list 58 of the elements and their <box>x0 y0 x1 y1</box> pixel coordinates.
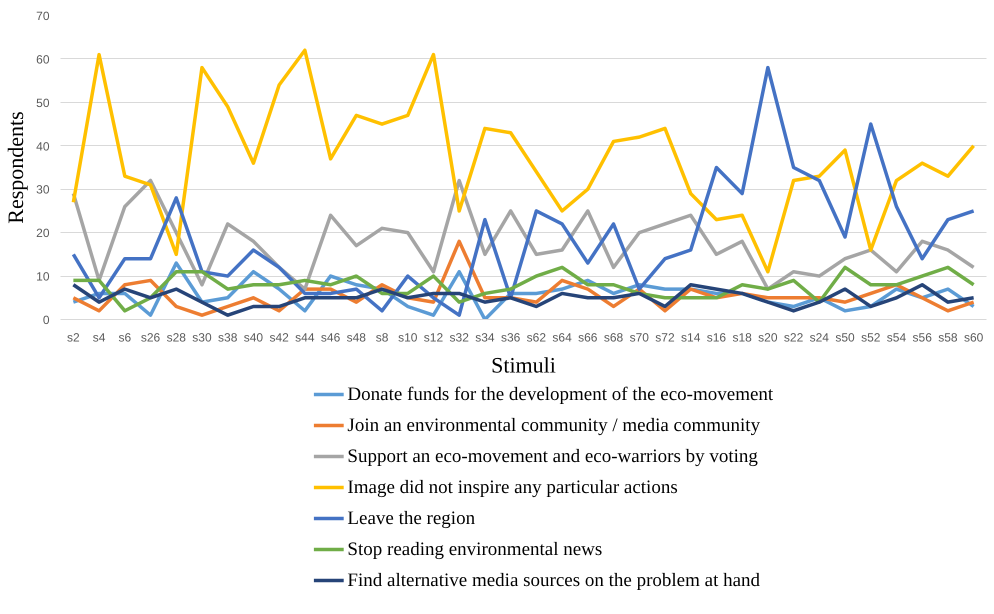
x-tick-label: s48 <box>346 330 366 344</box>
x-tick-label: s8 <box>376 330 389 344</box>
x-tick-label: s30 <box>192 330 212 344</box>
x-tick-label: s2 <box>67 330 80 344</box>
y-axis-title: Respondents <box>3 111 28 224</box>
x-tick-label: s6 <box>118 330 132 344</box>
x-tick-label: s10 <box>398 330 418 344</box>
legend-label: Image did not inspire any particular actions <box>347 477 678 498</box>
y-tick-label: 10 <box>36 270 50 284</box>
x-tick-label: s18 <box>732 330 752 344</box>
legend-label: Find alternative media sources on the problem at hand <box>347 570 761 591</box>
line-series <box>72 66 976 317</box>
y-tick-label: 50 <box>36 96 50 110</box>
line-series <box>72 266 976 313</box>
y-tick-label: 40 <box>36 139 50 154</box>
legend-label: Leave the region <box>347 508 476 529</box>
x-tick-label: s56 <box>912 330 932 344</box>
x-tick-label: s42 <box>269 330 290 344</box>
x-tick-label: s70 <box>630 330 650 344</box>
x-tick-label: s38 <box>218 330 238 344</box>
x-tick-label: s24 <box>810 330 830 344</box>
x-tick-label: s14 <box>681 330 701 344</box>
x-tick-label: s22 <box>784 330 804 344</box>
x-tick-label: s58 <box>938 330 958 344</box>
y-tick-label: 20 <box>36 226 50 240</box>
x-tick-label: s34 <box>475 330 495 344</box>
y-tick-label: 70 <box>36 9 50 23</box>
y-tick-label: 0 <box>42 313 50 327</box>
x-tick-label: s40 <box>244 330 264 344</box>
x-tick-label: s4 <box>92 330 106 344</box>
x-axis-title: Stimuli <box>491 352 556 378</box>
x-tick-label: s60 <box>964 330 984 344</box>
x-tick-label: s50 <box>835 330 856 344</box>
line-series <box>72 283 976 317</box>
x-tick-label: s46 <box>320 330 341 344</box>
legend-label: Join an environmental community / media community <box>347 415 761 436</box>
x-tick-label: s20 <box>758 330 778 344</box>
x-tick-label: s28 <box>166 330 186 344</box>
x-tick-label: s32 <box>450 330 470 344</box>
legend-label: Stop reading environmental news <box>347 539 602 560</box>
x-tick-label: s36 <box>500 330 521 344</box>
x-tick-label: s62 <box>526 330 546 344</box>
x-tick-label: s66 <box>578 330 598 344</box>
x-tick-label: s52 <box>861 330 881 344</box>
legend-label: Support an eco-movement and eco-warriors by voting <box>347 446 758 467</box>
legend-label: Donate funds for the development of the eco-movement <box>347 384 774 405</box>
x-tick-label: s72 <box>655 330 675 344</box>
x-tick-label: s26 <box>140 330 161 344</box>
x-tick-label: s64 <box>552 330 572 344</box>
x-tick-label: s44 <box>295 330 315 344</box>
y-tick-label: 60 <box>36 52 50 66</box>
line-series <box>72 48 976 274</box>
x-tick-label: s16 <box>706 330 726 344</box>
x-tick-label: s12 <box>424 330 444 344</box>
x-tick-label: s54 <box>886 330 906 344</box>
y-tick-label: 30 <box>36 182 50 197</box>
line-series <box>72 178 976 291</box>
x-tick-label: s68 <box>604 330 624 344</box>
